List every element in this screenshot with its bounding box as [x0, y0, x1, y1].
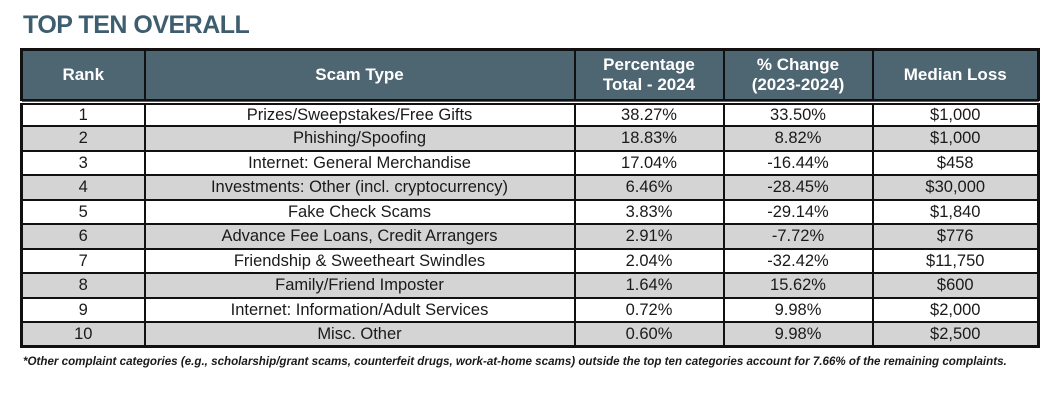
pct-change-cell: 9.98%	[722, 321, 874, 348]
scam-type-cell: Internet: General Merchandise	[143, 149, 576, 176]
scam-type-cell: Fake Check Scams	[143, 198, 576, 225]
pct-change-cell: -28.45%	[722, 174, 874, 201]
median-loss-cell: $458	[871, 149, 1040, 176]
rank-cell: 5	[20, 198, 146, 225]
median-loss-cell: $1,000	[871, 100, 1040, 127]
pct-change-cell: 9.98%	[722, 296, 874, 323]
pct-total-cell: 0.60%	[573, 321, 725, 348]
scam-type-cell: Phishing/Spoofing	[143, 125, 576, 152]
median-loss-cell: $1,840	[871, 198, 1040, 225]
table-body: 1 Prizes/Sweepstakes/Free Gifts 38.27% 3…	[20, 100, 1040, 348]
column-header-pct-total: Percentage Total - 2024	[573, 48, 725, 105]
pct-change-cell: -7.72%	[722, 223, 874, 250]
table-row: 8 Family/Friend Imposter 1.64% 15.62% $6…	[20, 272, 1040, 299]
table-row: 2 Phishing/Spoofing 18.83% 8.82% $1,000	[20, 125, 1040, 152]
table-row: 4 Investments: Other (incl. cryptocurren…	[20, 174, 1040, 201]
table-row: 10 Misc. Other 0.60% 9.98% $2,500	[20, 321, 1040, 348]
pct-change-cell: 8.82%	[722, 125, 874, 152]
page-title: TOP TEN OVERALL	[23, 11, 250, 39]
median-loss-cell: $30,000	[871, 174, 1040, 201]
pct-total-cell: 18.83%	[573, 125, 725, 152]
pct-total-cell: 38.27%	[573, 100, 725, 127]
column-header-scam-type: Scam Type	[143, 48, 576, 105]
column-header-rank: Rank	[20, 48, 146, 105]
median-loss-cell: $1,000	[871, 125, 1040, 152]
pct-total-cell: 2.91%	[573, 223, 725, 250]
top-ten-scams-table: Rank Scam Type Percentage Total - 2024 %…	[20, 48, 1040, 348]
median-loss-cell: $2,000	[871, 296, 1040, 323]
rank-cell: 3	[20, 149, 146, 176]
column-header-pct-change: % Change (2023-2024)	[722, 48, 874, 105]
pct-total-cell: 0.72%	[573, 296, 725, 323]
table-row: 1 Prizes/Sweepstakes/Free Gifts 38.27% 3…	[20, 100, 1040, 127]
rank-cell: 1	[20, 100, 146, 127]
column-header-median-loss: Median Loss	[871, 48, 1040, 105]
table-row: 5 Fake Check Scams 3.83% -29.14% $1,840	[20, 198, 1040, 225]
scam-type-cell: Advance Fee Loans, Credit Arrangers	[143, 223, 576, 250]
median-loss-cell: $2,500	[871, 321, 1040, 348]
pct-total-cell: 2.04%	[573, 247, 725, 274]
pct-change-cell: 15.62%	[722, 272, 874, 299]
pct-change-cell: 33.50%	[722, 100, 874, 127]
header-row: Rank Scam Type Percentage Total - 2024 %…	[20, 48, 1040, 105]
pct-change-cell: -32.42%	[722, 247, 874, 274]
pct-total-cell: 3.83%	[573, 198, 725, 225]
scam-type-cell: Prizes/Sweepstakes/Free Gifts	[143, 100, 576, 127]
rank-cell: 4	[20, 174, 146, 201]
scam-type-cell: Family/Friend Imposter	[143, 272, 576, 299]
table-row: 7 Friendship & Sweetheart Swindles 2.04%…	[20, 247, 1040, 274]
median-loss-cell: $776	[871, 223, 1040, 250]
rank-cell: 2	[20, 125, 146, 152]
scam-type-cell: Investments: Other (incl. cryptocurrency…	[143, 174, 576, 201]
table-row: 3 Internet: General Merchandise 17.04% -…	[20, 149, 1040, 176]
rank-cell: 10	[20, 321, 146, 348]
scam-type-cell: Misc. Other	[143, 321, 576, 348]
scam-type-cell: Friendship & Sweetheart Swindles	[143, 247, 576, 274]
pct-total-cell: 1.64%	[573, 272, 725, 299]
scam-type-cell: Internet: Information/Adult Services	[143, 296, 576, 323]
pct-total-cell: 17.04%	[573, 149, 725, 176]
table-header: Rank Scam Type Percentage Total - 2024 %…	[20, 48, 1040, 105]
rank-cell: 6	[20, 223, 146, 250]
rank-cell: 7	[20, 247, 146, 274]
table-row: 6 Advance Fee Loans, Credit Arrangers 2.…	[20, 223, 1040, 250]
pct-change-cell: -16.44%	[722, 149, 874, 176]
pct-total-cell: 6.46%	[573, 174, 725, 201]
table-row: 9 Internet: Information/Adult Services 0…	[20, 296, 1040, 323]
rank-cell: 8	[20, 272, 146, 299]
median-loss-cell: $600	[871, 272, 1040, 299]
rank-cell: 9	[20, 296, 146, 323]
median-loss-cell: $11,750	[871, 247, 1040, 274]
pct-change-cell: -29.14%	[722, 198, 874, 225]
footnote: *Other complaint categories (e.g., schol…	[23, 355, 1007, 368]
